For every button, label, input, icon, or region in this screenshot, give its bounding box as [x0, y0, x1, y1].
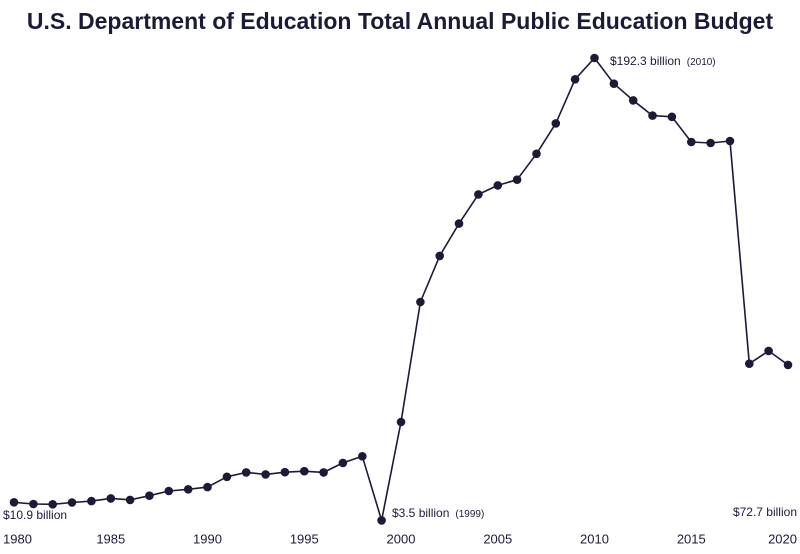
data-point: [377, 516, 386, 525]
data-label: $10.9 billion: [3, 508, 67, 522]
data-point: [570, 75, 580, 84]
data-point: [338, 458, 348, 468]
data-point: [183, 485, 193, 494]
data-point: [512, 175, 522, 184]
x-tick-label: 1995: [290, 531, 319, 546]
x-tick-label: 2020: [768, 531, 797, 546]
data-point: [280, 467, 290, 477]
data-point: [416, 297, 425, 307]
data-point: [590, 53, 599, 63]
data-point: [106, 494, 116, 503]
data-point: [319, 468, 328, 477]
data-point: [261, 470, 270, 479]
data-point: [358, 452, 367, 461]
x-tick-label: 2000: [387, 531, 416, 546]
data-point: [725, 136, 735, 146]
data-point: [783, 360, 793, 370]
data-point: [687, 137, 696, 147]
data-point: [609, 79, 619, 88]
data-point: [532, 149, 541, 159]
data-point: [203, 482, 212, 492]
x-tick-label: 1985: [96, 531, 125, 546]
data-label: $192.3 billion (2010): [610, 54, 716, 68]
x-tick-label: 1980: [3, 531, 32, 546]
data-point: [745, 359, 754, 369]
data-point: [29, 499, 38, 509]
x-tick-label: 1990: [193, 531, 222, 546]
data-point: [474, 190, 483, 199]
data-point: [454, 219, 464, 228]
data-point: [628, 96, 638, 105]
series-line: [13, 57, 789, 522]
x-tick-label: 2015: [677, 531, 706, 546]
data-point: [764, 346, 773, 356]
data-point: [435, 251, 445, 261]
data-point: [67, 498, 77, 507]
data-label: $72.7 billion: [733, 505, 797, 519]
data-point: [222, 472, 232, 482]
x-tick-label: 2005: [483, 531, 512, 546]
data-point: [300, 466, 309, 476]
data-point: [125, 495, 135, 505]
x-tick-label: 2010: [580, 531, 609, 546]
data-point: [706, 138, 715, 148]
data-point: [145, 491, 154, 501]
data-point: [551, 119, 561, 128]
data-point: [87, 496, 96, 506]
data-point: [493, 181, 503, 190]
data-point: [9, 498, 19, 507]
data-label: $3.5 billion (1999): [392, 506, 484, 520]
data-point: [241, 468, 251, 477]
chart-title: U.S. Department of Education Total Annua…: [26, 8, 774, 34]
data-point: [48, 500, 57, 509]
data-point: [396, 417, 406, 427]
data-point: [648, 111, 657, 120]
data-point: [164, 486, 174, 496]
data-point: [667, 112, 677, 122]
